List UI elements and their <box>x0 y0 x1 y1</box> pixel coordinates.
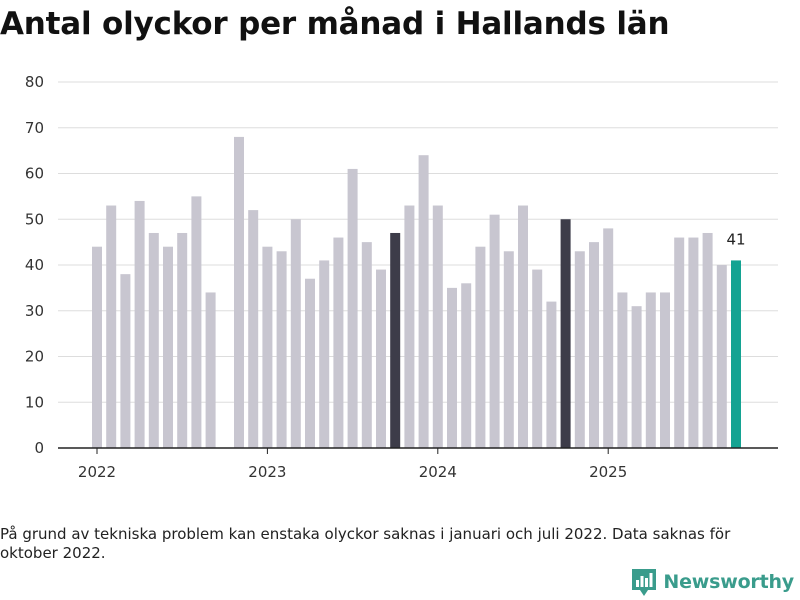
bar <box>248 210 259 448</box>
y-tick-label: 60 <box>25 165 44 183</box>
bar <box>674 237 685 448</box>
bar <box>361 242 372 448</box>
bar <box>163 246 173 448</box>
bar <box>120 274 131 448</box>
y-tick-label: 50 <box>25 210 44 228</box>
bar <box>518 205 528 448</box>
y-tick-label: 0 <box>34 439 44 457</box>
bar <box>177 232 188 448</box>
bar <box>432 205 443 448</box>
y-tick-label: 30 <box>25 302 44 320</box>
bar <box>532 269 543 448</box>
x-tick-label: 2023 <box>248 463 286 481</box>
bar <box>191 196 202 448</box>
y-tick-label: 80 <box>25 73 44 91</box>
bar <box>376 269 386 448</box>
bar <box>503 251 514 448</box>
bar <box>404 205 415 448</box>
bar <box>205 292 216 448</box>
bar <box>574 251 585 448</box>
y-tick-label: 40 <box>25 256 44 274</box>
bar <box>489 214 500 448</box>
bar <box>276 251 287 448</box>
bar <box>546 301 557 448</box>
bar <box>333 237 344 448</box>
bar <box>702 232 713 448</box>
bar <box>347 168 358 449</box>
x-tick-label: 2022 <box>78 463 116 481</box>
bar <box>688 237 699 448</box>
bar <box>603 228 614 448</box>
bar <box>617 292 628 448</box>
bar <box>475 246 486 448</box>
bar <box>716 265 727 448</box>
x-tick-label: 2024 <box>419 463 457 481</box>
bar <box>148 232 159 448</box>
y-tick-label: 20 <box>25 348 44 366</box>
bar <box>731 260 741 448</box>
bar <box>262 246 273 448</box>
bar <box>134 200 145 448</box>
bar <box>660 292 670 448</box>
bar <box>290 219 301 448</box>
footnote: På grund av tekniska problem kan enstaka… <box>0 525 731 562</box>
bar <box>390 232 401 448</box>
data-label: 41 <box>726 230 745 248</box>
brand-logo: Newsworthy <box>631 567 794 597</box>
bar <box>560 219 571 448</box>
bar <box>645 292 656 448</box>
bar <box>234 136 244 448</box>
newsworthy-logo-icon <box>632 569 657 596</box>
bar <box>305 278 315 448</box>
bar <box>319 260 330 448</box>
bar <box>418 155 429 448</box>
bar <box>631 306 642 448</box>
y-tick-label: 10 <box>25 393 44 411</box>
x-tick-label: 2025 <box>589 463 627 481</box>
bar <box>461 283 472 448</box>
bar <box>106 205 117 448</box>
y-tick-label: 70 <box>25 119 44 137</box>
bar <box>589 242 599 448</box>
chart-title: Antal olyckor per månad i Hallands län <box>0 6 670 42</box>
brand-name: Newsworthy <box>663 571 794 593</box>
bar-chart: 0 10 20 30 40 50 60 70 80 2022 2023 2024 2025 41 <box>25 73 778 481</box>
bar <box>92 246 102 448</box>
bar <box>447 287 457 448</box>
